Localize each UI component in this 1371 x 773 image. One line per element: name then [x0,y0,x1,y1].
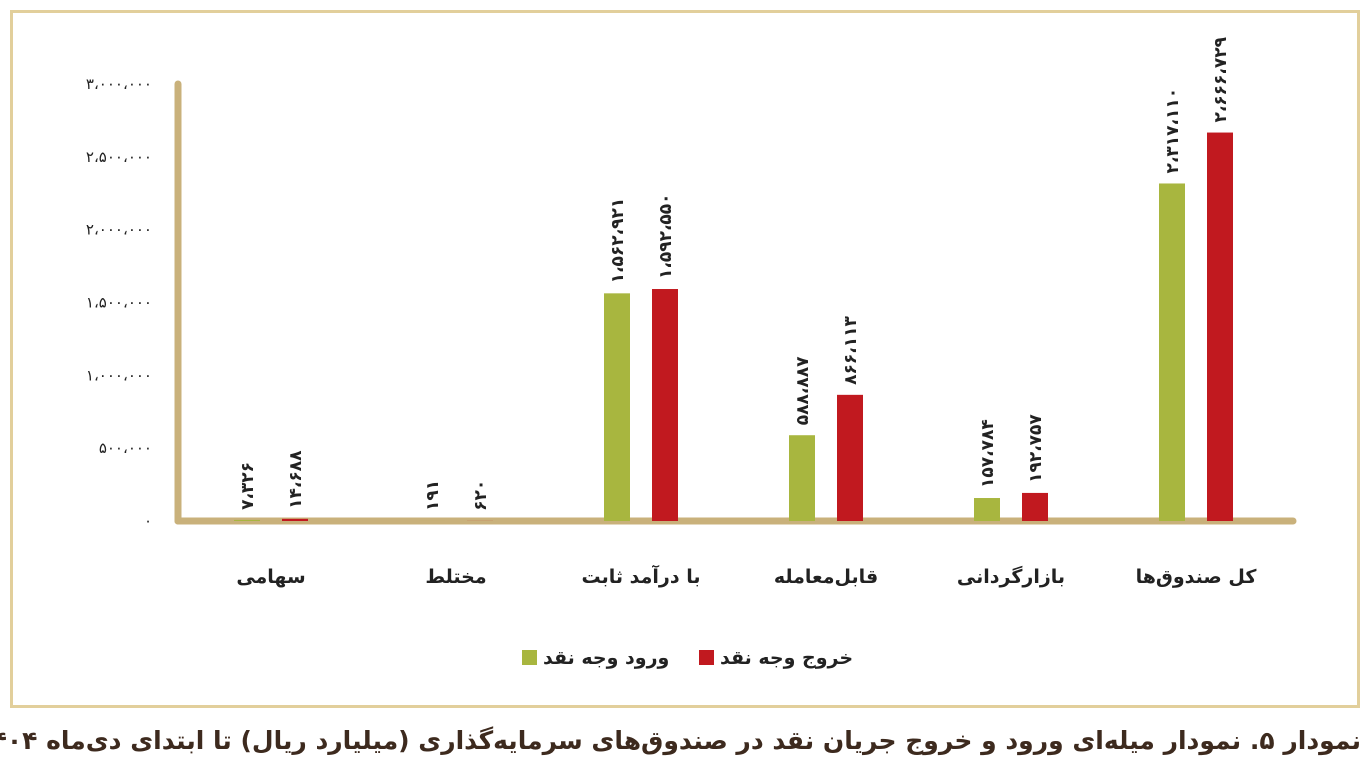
y-tick-label: ۱،۰۰۰،۰۰۰ [86,366,152,384]
bars [234,132,1233,521]
data-labels: ۷،۳۲۶ ۱۴،۶۸۸ ۱۹۱ ۶۲۰ ۱،۵۶۲،۹۲۱ ۱،۵۹۲،۵۵۰ ۵۸۸،۸… [238,36,1231,511]
bar-value-label: ۷،۳۲۶ [238,462,258,510]
bar-value-label: ۱۵۷،۷۸۴ [978,419,998,488]
bar-outflow [282,518,308,521]
bar-outflow [837,394,863,521]
bar-value-label: ۵۸۸،۸۸۷ [793,356,813,425]
bar-value-label: ۱۴،۶۸۸ [286,450,306,509]
y-tick-label: ۲،۰۰۰،۰۰۰ [86,221,152,239]
bar-inflow [604,293,630,521]
bar-value-label: ۸۶۶،۱۱۳ [841,315,861,384]
legend: خروج وجه نقد ورود وجه نقد [522,647,853,669]
x-category-label: بازارگردانی [957,565,1065,588]
bar-value-label: ۶۲۰ [471,480,491,511]
y-tick-label: ۳،۰۰۰،۰۰۰ [86,75,152,93]
x-category-label: کل صندوق‌ها [1136,566,1258,588]
x-category-label: با درآمد ثابت [582,564,701,588]
y-tick-label: ۲،۵۰۰،۰۰۰ [86,148,152,166]
x-category-label: قابل‌معامله [774,566,878,588]
legend-label: ورود وجه نقد [543,647,669,669]
y-tick-label: ۰ [144,512,152,530]
bar-chart: ۰ ۵۰۰،۰۰۰ ۱،۰۰۰،۰۰۰ ۱،۵۰۰،۰۰۰ ۲،۰۰۰،۰۰۰ ۲،۵۰۰… [86,36,1297,669]
bar-outflow [1022,492,1048,521]
x-category-label: سهامی [236,566,305,588]
y-tick-label: ۱،۵۰۰،۰۰۰ [86,294,152,312]
y-tick-label: ۵۰۰،۰۰۰ [99,439,152,457]
bar-value-label: ۲،۶۶۶،۷۲۹ [1211,36,1231,122]
legend-label: خروج وجه نقد [720,647,853,669]
figure-caption: نمودار ۵. نمودار میله‌ای ورود و خروج جری… [0,726,1361,755]
bar-inflow [1159,183,1185,521]
chart-frame [10,10,1360,708]
bar-inflow [234,519,260,521]
bar-value-label: ۱،۵۹۲،۵۵۰ [656,193,676,279]
bar-inflow [789,435,815,521]
bar-inflow [974,498,1000,521]
legend-swatch [522,650,537,665]
x-category-label: مختلط [425,566,486,588]
bar-value-label: ۲،۳۱۷،۱۱۰ [1163,88,1183,174]
y-axis: ۰ ۵۰۰،۰۰۰ ۱،۰۰۰،۰۰۰ ۱،۵۰۰،۰۰۰ ۲،۰۰۰،۰۰۰ ۲،۵۰۰… [86,75,1297,530]
bar-value-label: ۱۹۲،۷۵۷ [1026,414,1046,483]
bar-outflow [652,289,678,521]
legend-swatch [699,650,714,665]
bar-value-label: ۱،۵۶۲،۹۲۱ [608,198,628,284]
bar-value-label: ۱۹۱ [423,480,443,511]
bar-outflow [1207,132,1233,521]
x-axis-categories: سهامی مختلط با درآمد ثابت قابل‌معامله بازارگ… [236,564,1257,588]
